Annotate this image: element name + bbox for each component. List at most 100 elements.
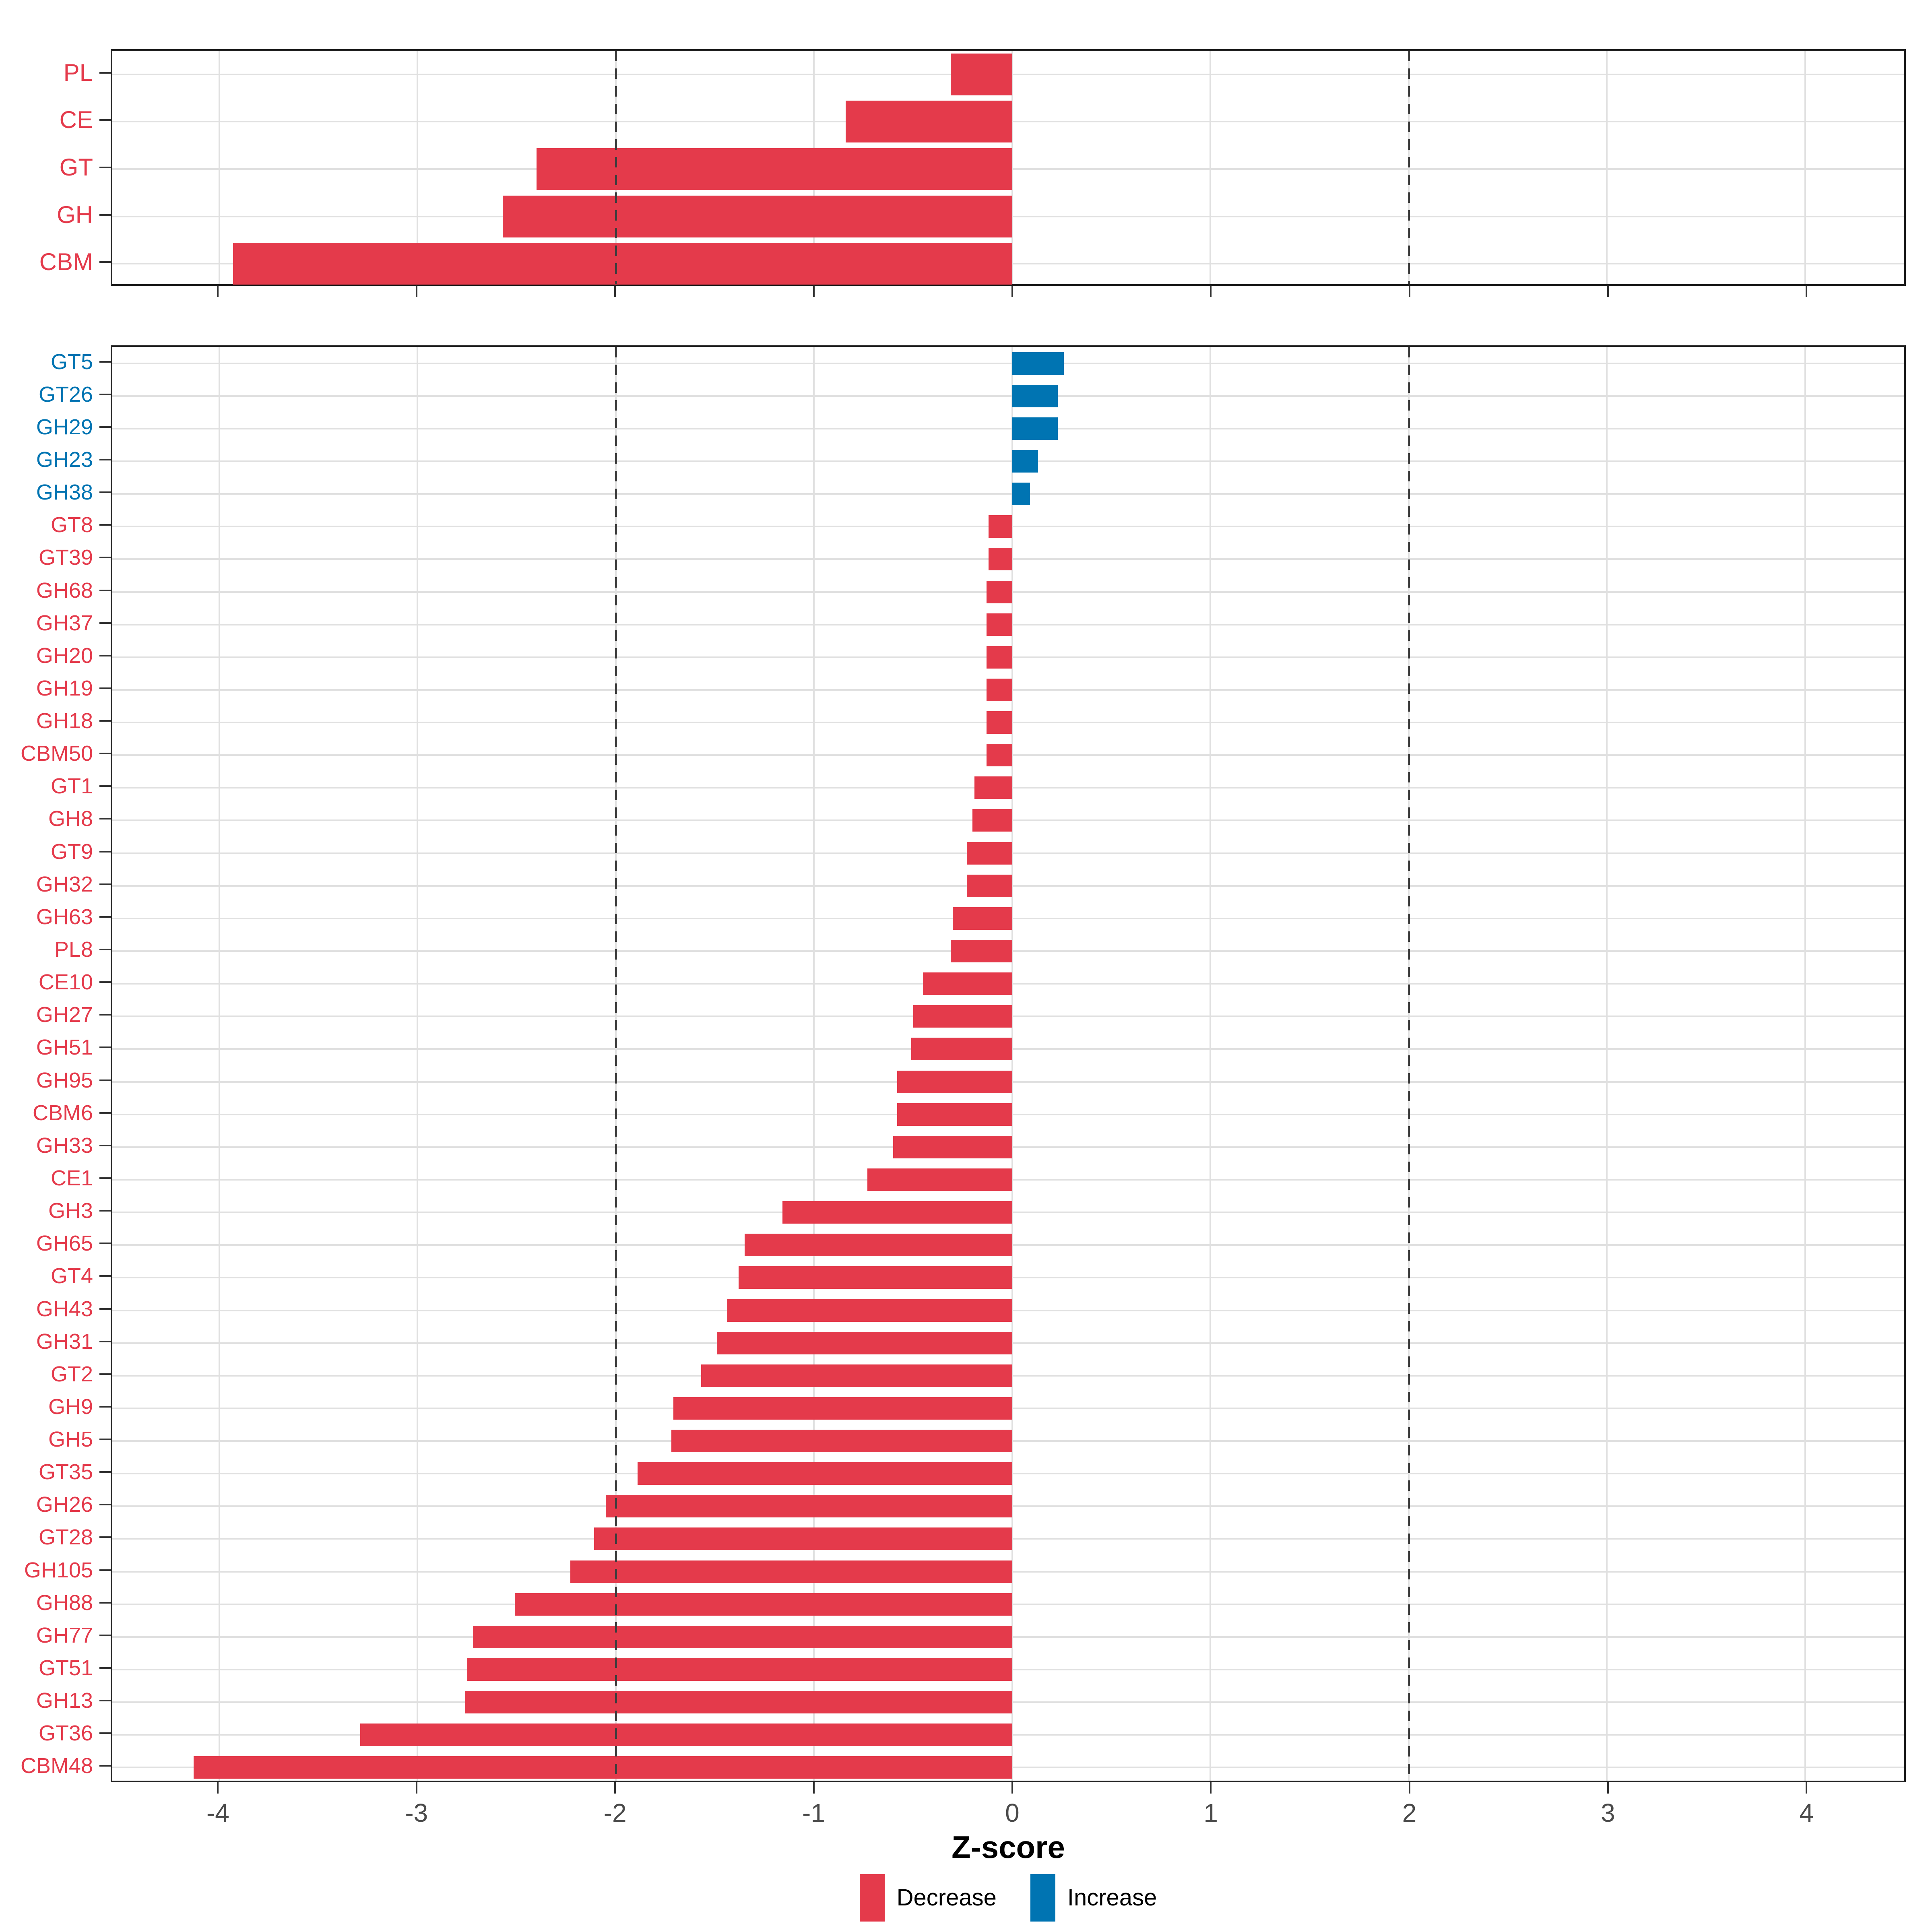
bar-GH19 [986,678,1012,701]
y-tick-GH43 [99,1308,111,1310]
y-tick-GH20 [99,654,111,656]
y-label-GH77: GH77 [36,1623,93,1647]
y-tick-GH95 [99,1079,111,1081]
x-tick--3 [415,1782,417,1794]
bar-GH5 [671,1430,1012,1453]
x-tick--1 [813,1782,815,1794]
bar-CE10 [923,972,1012,995]
y-tick-GT35 [99,1471,111,1473]
x-gridline-3 [1606,51,1608,284]
y-tick-GH [99,214,111,216]
x-gridline-4 [1804,347,1806,1781]
y-tick-GH13 [99,1700,111,1702]
legend-key-increase-swatch [1030,1874,1055,1922]
y-gridline-GT5 [112,362,1904,364]
bar-CBM48 [193,1756,1012,1779]
y-tick-GH18 [99,720,111,722]
y-tick-GT1 [99,785,111,787]
y-label-GT36: GT36 [38,1721,93,1746]
y-label-GH18: GH18 [36,709,93,733]
y-label-CE10: CE10 [38,970,93,995]
bar-GH29 [1012,417,1058,440]
y-tick-GH31 [99,1340,111,1342]
x-tick-2 [1408,286,1410,297]
family-panel-y-labels: GT5 GT26 GH29 GH23 GH38 GT8 GT39 GH68 GH37 GH20 GH… [0,345,111,1782]
y-tick-GT5 [99,361,111,363]
x-tick-label-4: 4 [1799,1798,1814,1827]
x-tick--2 [614,286,616,297]
x-tick--1 [813,286,815,297]
y-tick-GH68 [99,589,111,591]
y-tick-GH19 [99,687,111,689]
bar-GH9 [673,1397,1012,1420]
bar-GT51 [467,1658,1012,1681]
y-tick-GT4 [99,1275,111,1277]
y-label-CBM6: CBM6 [32,1100,93,1125]
bar-GH [503,195,1012,237]
x-gridline-0 [1011,347,1013,1781]
y-tick-GH51 [99,1046,111,1049]
y-tick-GH38 [99,491,111,493]
bar-GH68 [986,580,1012,603]
x-tick-label-1: 1 [1203,1798,1218,1827]
y-tick-CE1 [99,1177,111,1179]
y-label-GH9: GH9 [48,1394,93,1419]
y-label-PL: PL [63,59,93,86]
y-label-GH38: GH38 [36,480,93,505]
y-tick-CBM48 [99,1765,111,1767]
y-label-GT26: GT26 [38,382,93,407]
x-gridline--1 [813,347,815,1781]
x-tick-3 [1607,286,1609,297]
y-label-GH51: GH51 [36,1035,93,1060]
y-label-GT9: GT9 [50,839,93,864]
x-gridline-3 [1606,347,1608,1781]
bar-GT36 [360,1724,1012,1746]
bar-GH23 [1012,450,1038,473]
y-label-CBM50: CBM50 [20,741,93,766]
legend-item-decrease: Decrease [859,1874,997,1922]
y-label-GH63: GH63 [36,904,93,929]
y-tick-GH105 [99,1569,111,1571]
y-label-GH13: GH13 [36,1688,93,1713]
legend-label-decrease: Decrease [896,1885,997,1911]
y-gridline-GH23 [112,460,1904,462]
y-tick-CE10 [99,981,111,983]
reference-line-2 [1408,51,1410,284]
bar-GT5 [1012,352,1064,375]
y-tick-GH33 [99,1144,111,1146]
x-gridline--4 [218,347,220,1781]
bar-CBM6 [897,1103,1012,1126]
y-tick-GH65 [99,1243,111,1245]
y-tick-GH23 [99,458,111,460]
y-label-GH33: GH33 [36,1133,93,1158]
x-gridline-0 [1011,51,1013,284]
y-tick-CBM6 [99,1112,111,1114]
bar-CBM50 [986,744,1012,767]
bar-GH18 [986,711,1012,734]
bar-GH77 [473,1625,1012,1648]
bar-GH32 [966,874,1012,897]
y-tick-CBM50 [99,753,111,755]
family-panel [111,345,1906,1782]
bar-GH95 [897,1070,1012,1093]
y-label-GH5: GH5 [48,1427,93,1452]
y-tick-CE [99,119,111,121]
y-tick-GH37 [99,622,111,624]
bar-GT2 [701,1364,1012,1387]
bar-GT8 [988,515,1012,538]
x-tick-label--1: -1 [802,1798,825,1827]
x-tick-4 [1806,286,1808,297]
y-label-GT2: GT2 [50,1362,93,1386]
y-tick-GT26 [99,393,111,395]
y-label-GH23: GH23 [36,447,93,472]
bar-GH38 [1012,483,1030,506]
reference-line-2 [1408,347,1410,1781]
bar-GT4 [739,1266,1012,1289]
x-gridline-4 [1804,51,1806,284]
bar-GH88 [514,1593,1012,1616]
y-tick-PL [99,72,111,74]
y-label-GH68: GH68 [36,578,93,603]
y-tick-GH88 [99,1602,111,1604]
y-tick-GH3 [99,1210,111,1212]
y-tick-GH5 [99,1439,111,1441]
